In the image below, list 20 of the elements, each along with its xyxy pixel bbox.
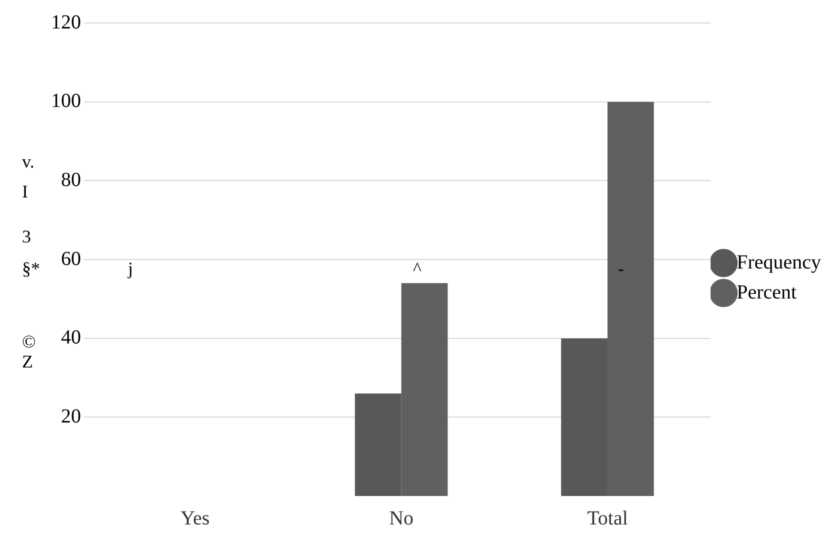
y-tick-label: 40 [61,326,81,349]
text: Z [22,352,33,372]
x-tick-label: Yes [180,507,210,530]
legend-label: Frequency [736,251,822,274]
text: v. [22,152,34,172]
y-tick-label: 100 [51,90,81,112]
y-tick-label: 80 [61,168,81,191]
text: © [22,332,36,352]
y-tick-label: 120 [51,11,81,34]
y-tick-label: 60 [61,248,81,270]
text: §* [22,258,40,279]
legend-label: Percent [736,281,797,304]
y-tick-label: 20 [61,405,81,428]
text: I [22,182,28,202]
annotation: j [127,258,134,279]
text: 3 [22,226,31,247]
annotation: - [618,258,624,279]
x-tick-label: Total [587,507,628,530]
x-tick-label: No [389,507,414,530]
annotation: ^ [413,258,422,279]
